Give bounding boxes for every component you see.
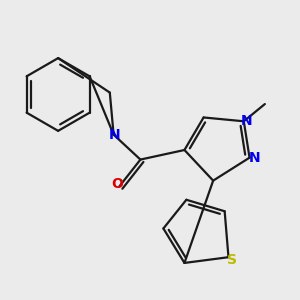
Text: N: N: [248, 151, 260, 165]
Text: O: O: [112, 178, 123, 191]
Text: S: S: [226, 253, 236, 267]
Text: N: N: [241, 113, 253, 128]
Text: N: N: [109, 128, 120, 142]
